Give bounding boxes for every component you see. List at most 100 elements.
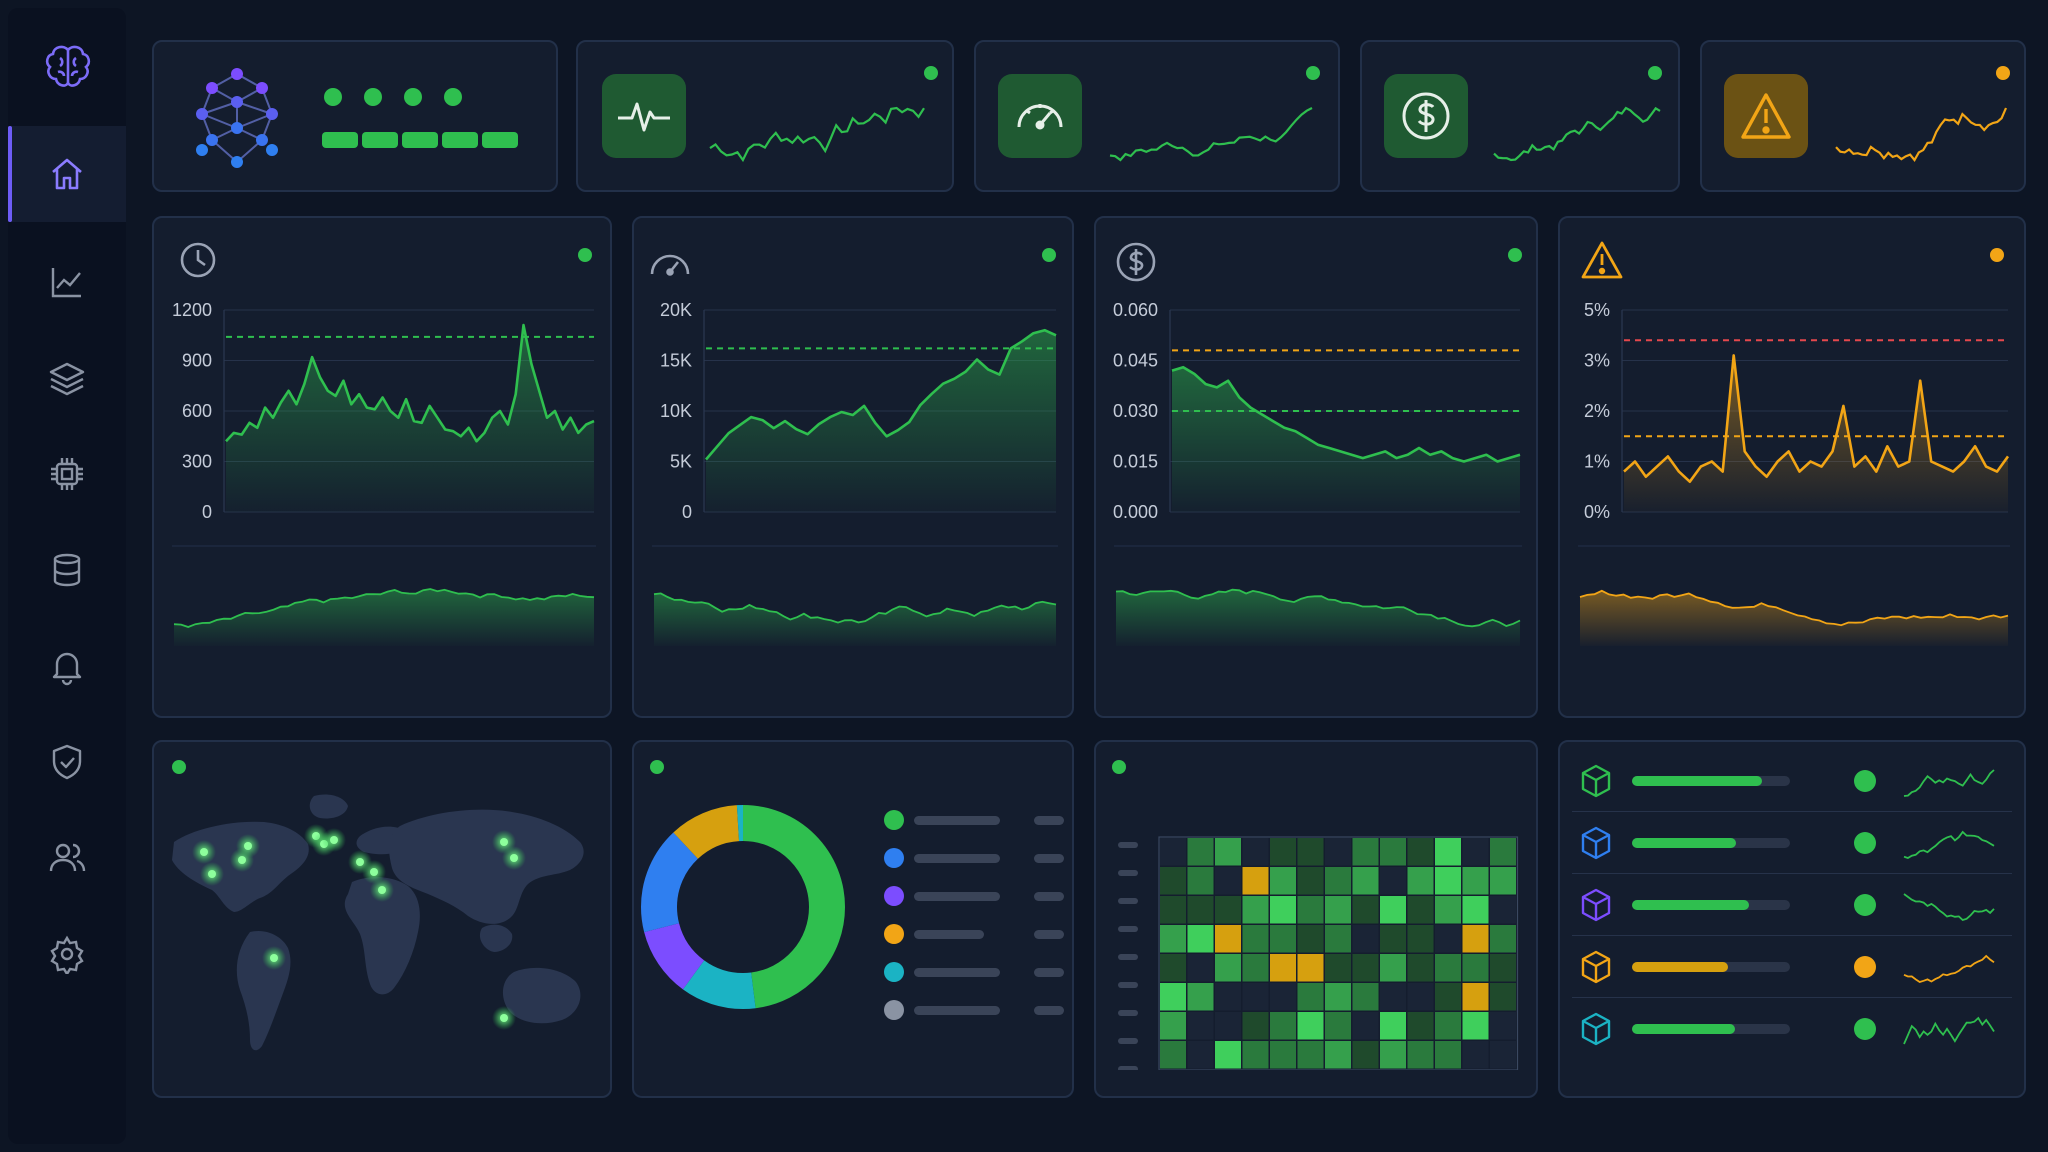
heatmap-cell[interactable]: [1462, 838, 1489, 866]
legend-item[interactable]: [884, 1000, 1064, 1020]
donut-segment[interactable]: [641, 805, 845, 1009]
donut-panel[interactable]: [632, 740, 1074, 1098]
nav-layers[interactable]: [8, 330, 126, 426]
nav-alerts[interactable]: [8, 618, 126, 714]
heatmap-cell[interactable]: [1160, 954, 1186, 982]
heatmap-cell[interactable]: [1435, 896, 1461, 924]
heatmap-cell[interactable]: [1242, 925, 1269, 953]
kpi-tile-health[interactable]: [576, 40, 954, 192]
heatmap-cell[interactable]: [1407, 925, 1434, 953]
heatmap-cell[interactable]: [1242, 1012, 1269, 1040]
map-hotspot[interactable]: [370, 868, 378, 876]
heatmap-cell[interactable]: [1352, 1041, 1379, 1069]
heatmap-cell[interactable]: [1407, 954, 1434, 982]
kpi-tile-alerts[interactable]: [1700, 40, 2026, 192]
heatmap-cell[interactable]: [1160, 867, 1186, 895]
chart-panel-cost[interactable]: 0.060 0.045 0.030 0.015 0.000: [1094, 216, 1538, 718]
heatmap-cell[interactable]: [1407, 1041, 1434, 1069]
heatmap-cell[interactable]: [1270, 1012, 1296, 1040]
heatmap-cell[interactable]: [1490, 838, 1516, 866]
heatmap-cell[interactable]: [1160, 983, 1186, 1011]
nav-database[interactable]: [8, 522, 126, 618]
heatmap-cell[interactable]: [1352, 983, 1379, 1011]
heatmap-cell[interactable]: [1490, 983, 1516, 1011]
heatmap-cell[interactable]: [1490, 954, 1516, 982]
heatmap-cell[interactable]: [1462, 1041, 1489, 1069]
map-hotspot[interactable]: [208, 870, 216, 878]
heatmap-cell[interactable]: [1462, 1012, 1489, 1040]
heatmap-cell[interactable]: [1462, 925, 1489, 953]
heatmap-cell[interactable]: [1297, 867, 1324, 895]
heatmap-cell[interactable]: [1160, 1012, 1186, 1040]
heatmap-cell[interactable]: [1242, 896, 1269, 924]
heatmap-cell[interactable]: [1462, 954, 1489, 982]
heatmap-cell[interactable]: [1325, 838, 1351, 866]
chart-panel-throughput[interactable]: 20K 15K 10K 5K 0: [632, 216, 1074, 718]
heatmap-cell[interactable]: [1297, 954, 1324, 982]
kpi-tile-latency[interactable]: [974, 40, 1340, 192]
model-list-item[interactable]: [1572, 750, 2012, 812]
map-hotspot[interactable]: [330, 836, 338, 844]
heatmap-cell[interactable]: [1297, 1012, 1324, 1040]
heatmap-cell[interactable]: [1352, 838, 1379, 866]
heatmap-cell[interactable]: [1462, 867, 1489, 895]
nav-settings[interactable]: [8, 906, 126, 1002]
heatmap-cell[interactable]: [1380, 838, 1406, 866]
heatmap-cell[interactable]: [1407, 896, 1434, 924]
heatmap-cell[interactable]: [1380, 1012, 1406, 1040]
heatmap-cell[interactable]: [1242, 838, 1269, 866]
heatmap-cell[interactable]: [1297, 1041, 1324, 1069]
heatmap-cell[interactable]: [1297, 896, 1324, 924]
heatmap-cell[interactable]: [1490, 1012, 1516, 1040]
model-list-item[interactable]: [1572, 812, 2012, 874]
heatmap-cell[interactable]: [1187, 925, 1214, 953]
heatmap-cell[interactable]: [1352, 925, 1379, 953]
heatmap-cell[interactable]: [1270, 983, 1296, 1011]
heatmap-cell[interactable]: [1325, 983, 1351, 1011]
map-hotspot[interactable]: [356, 858, 364, 866]
map-hotspot[interactable]: [200, 848, 208, 856]
model-list-item[interactable]: [1572, 874, 2012, 936]
heatmap-cell[interactable]: [1380, 867, 1406, 895]
heatmap-cell[interactable]: [1242, 867, 1269, 895]
heatmap-cell[interactable]: [1380, 954, 1406, 982]
heatmap-cell[interactable]: [1187, 896, 1214, 924]
model-list-item[interactable]: [1572, 936, 2012, 998]
legend-item[interactable]: [884, 886, 1064, 906]
donut-segment[interactable]: [641, 805, 845, 1009]
nav-compute[interactable]: [8, 426, 126, 522]
heatmap-cell[interactable]: [1352, 896, 1379, 924]
heatmap-cell[interactable]: [1187, 867, 1214, 895]
heatmap-cell[interactable]: [1215, 1041, 1241, 1069]
map-hotspot[interactable]: [500, 838, 508, 846]
legend-item[interactable]: [884, 924, 1064, 944]
heatmap-cell[interactable]: [1435, 954, 1461, 982]
heatmap-cell[interactable]: [1407, 1012, 1434, 1040]
heatmap-cell[interactable]: [1297, 983, 1324, 1011]
heatmap-cell[interactable]: [1435, 925, 1461, 953]
heatmap-cell[interactable]: [1490, 925, 1516, 953]
heatmap-cell[interactable]: [1435, 1041, 1461, 1069]
kpi-tile-cost[interactable]: [1360, 40, 1680, 192]
donut-segment[interactable]: [641, 805, 845, 1009]
heatmap-cell[interactable]: [1270, 896, 1296, 924]
heatmap-cell[interactable]: [1352, 1012, 1379, 1040]
heatmap-cell[interactable]: [1297, 838, 1324, 866]
nav-security[interactable]: [8, 714, 126, 810]
heatmap-cell[interactable]: [1160, 925, 1186, 953]
heatmap-cell[interactable]: [1215, 954, 1241, 982]
heatmap-cell[interactable]: [1270, 954, 1296, 982]
chart-panel-error-rate[interactable]: 5% 3% 2% 1% 0%: [1558, 216, 2026, 718]
heatmap-panel[interactable]: [1094, 740, 1538, 1098]
heatmap-cell[interactable]: [1490, 896, 1516, 924]
heatmap-cell[interactable]: [1407, 838, 1434, 866]
heatmap-cell[interactable]: [1435, 983, 1461, 1011]
heatmap-cell[interactable]: [1187, 983, 1214, 1011]
heatmap-cell[interactable]: [1435, 867, 1461, 895]
heatmap-cell[interactable]: [1435, 838, 1461, 866]
map-hotspot[interactable]: [244, 842, 252, 850]
heatmap-cell[interactable]: [1270, 838, 1296, 866]
heatmap-cell[interactable]: [1462, 983, 1489, 1011]
heatmap-cell[interactable]: [1242, 954, 1269, 982]
heatmap-cell[interactable]: [1270, 1041, 1296, 1069]
